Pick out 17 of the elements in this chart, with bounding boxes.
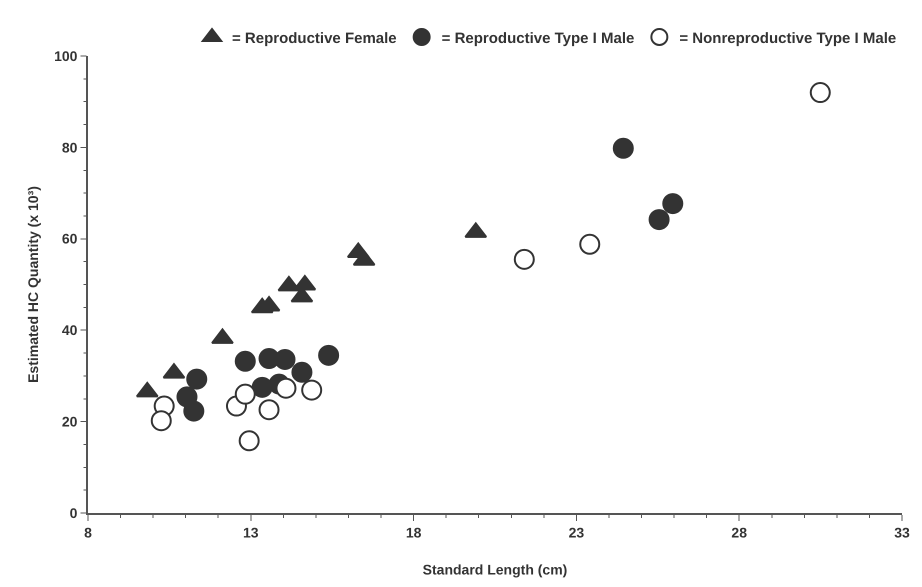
- x-tick-label: 23: [568, 524, 584, 541]
- y-tick-label: 20: [62, 414, 78, 430]
- x-axis-title: Standard Length (cm): [422, 561, 568, 578]
- y-tick-label: 80: [62, 139, 78, 156]
- y-tick-label: 60: [62, 230, 78, 247]
- x-tick-label: 33: [894, 524, 910, 541]
- y-tick-label: 40: [62, 322, 78, 338]
- legend-label: = Reproductive Type I Male: [442, 30, 634, 47]
- x-tick-label: 18: [406, 524, 422, 541]
- x-tick-label: 28: [731, 524, 748, 541]
- y-tick-label: 0: [70, 504, 78, 521]
- y-axis-title: Estimated HC Quantity (x 10³): [25, 186, 42, 383]
- y-tick-label: 100: [54, 48, 78, 64]
- legend-label: = Nonreproductive Type I Male: [679, 30, 896, 47]
- legend-label: = Reproductive Female: [232, 30, 397, 47]
- x-tick-label: 8: [84, 524, 92, 541]
- x-tick-label: 13: [243, 524, 259, 541]
